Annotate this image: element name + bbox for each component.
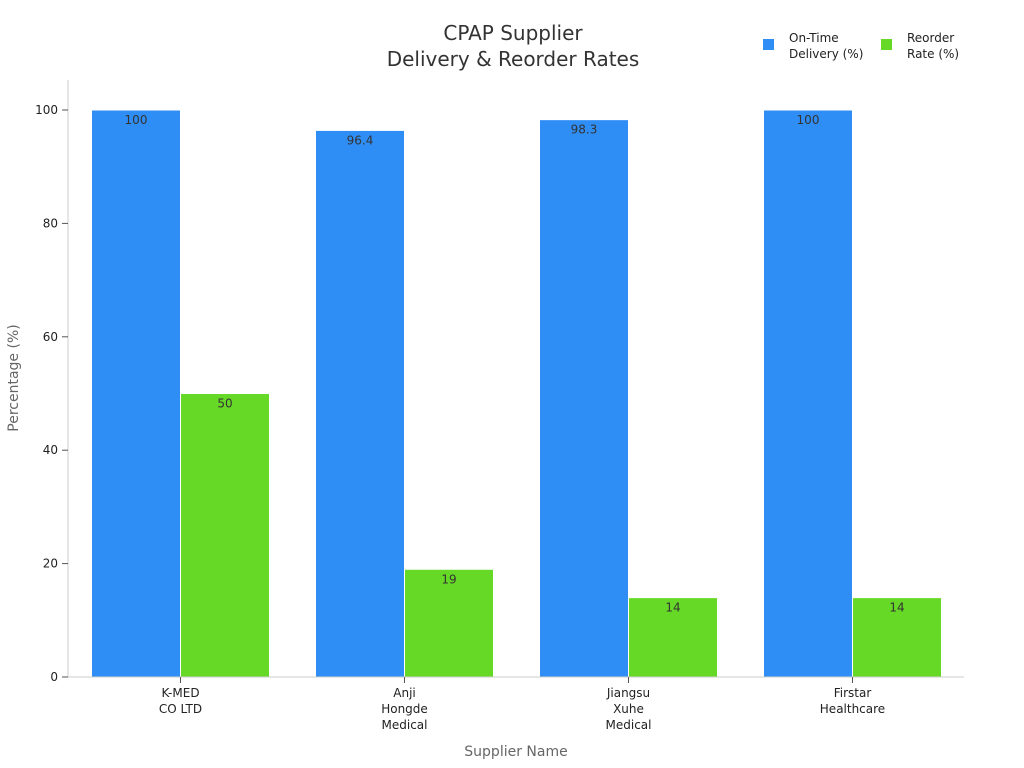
data-label: 100 <box>797 113 820 127</box>
bar <box>852 597 942 678</box>
bar <box>404 568 494 678</box>
y-tick-label: 60 <box>43 330 58 344</box>
x-tick-label: CO LTD <box>159 702 202 716</box>
bar <box>315 129 405 678</box>
data-label: 100 <box>125 113 148 127</box>
x-tick-label: Medical <box>382 718 428 732</box>
data-label: 14 <box>889 601 904 615</box>
x-tick-label: Medical <box>606 718 652 732</box>
x-tick-label: Hongde <box>381 702 428 716</box>
bar <box>91 109 181 678</box>
bar <box>763 109 853 678</box>
bar <box>180 393 270 678</box>
x-tick-label: Jiangsu <box>606 686 650 700</box>
legend-label: Delivery (%) <box>789 47 863 61</box>
data-label: 50 <box>217 397 232 411</box>
x-axis-title: Supplier Name <box>464 744 567 760</box>
x-tick-label: Healthcare <box>820 702 885 716</box>
data-label: 98.3 <box>571 123 598 137</box>
bar <box>539 119 629 678</box>
bar <box>628 597 718 678</box>
axes: 0 20 40 60 80 100 K-MED CO LTD Anji Hongde Medical… <box>35 80 964 732</box>
legend-label: Rate (%) <box>907 47 959 61</box>
legend: On-Time Delivery (%) Reorder Rate (%) <box>763 31 959 61</box>
x-tick-label: Xuhe <box>613 702 644 716</box>
y-tick-label: 20 <box>43 557 58 571</box>
legend-label: On-Time <box>789 31 839 45</box>
y-tick-label: 0 <box>50 670 58 684</box>
data-label: 19 <box>441 572 456 586</box>
data-label: 96.4 <box>347 133 374 147</box>
x-tick-label: Anji <box>393 686 415 700</box>
chart-title-line: CPAP Supplier <box>443 21 583 45</box>
chart-title-line: Delivery & Reorder Rates <box>387 47 640 71</box>
x-tick-label: K-MED <box>161 686 199 700</box>
y-tick-label: 40 <box>43 443 58 457</box>
y-tick-label: 100 <box>35 103 58 117</box>
legend-label: Reorder <box>907 31 954 45</box>
x-tick-label: Firstar <box>834 686 872 700</box>
y-axis-title: Percentage (%) <box>6 324 22 431</box>
legend-swatch <box>881 39 892 50</box>
data-label: 14 <box>665 601 680 615</box>
bars <box>91 109 942 678</box>
legend-swatch <box>763 39 774 50</box>
y-tick-label: 80 <box>43 216 58 230</box>
data-labels: 100 50 96.4 19 98.3 14 100 14 <box>125 113 905 615</box>
